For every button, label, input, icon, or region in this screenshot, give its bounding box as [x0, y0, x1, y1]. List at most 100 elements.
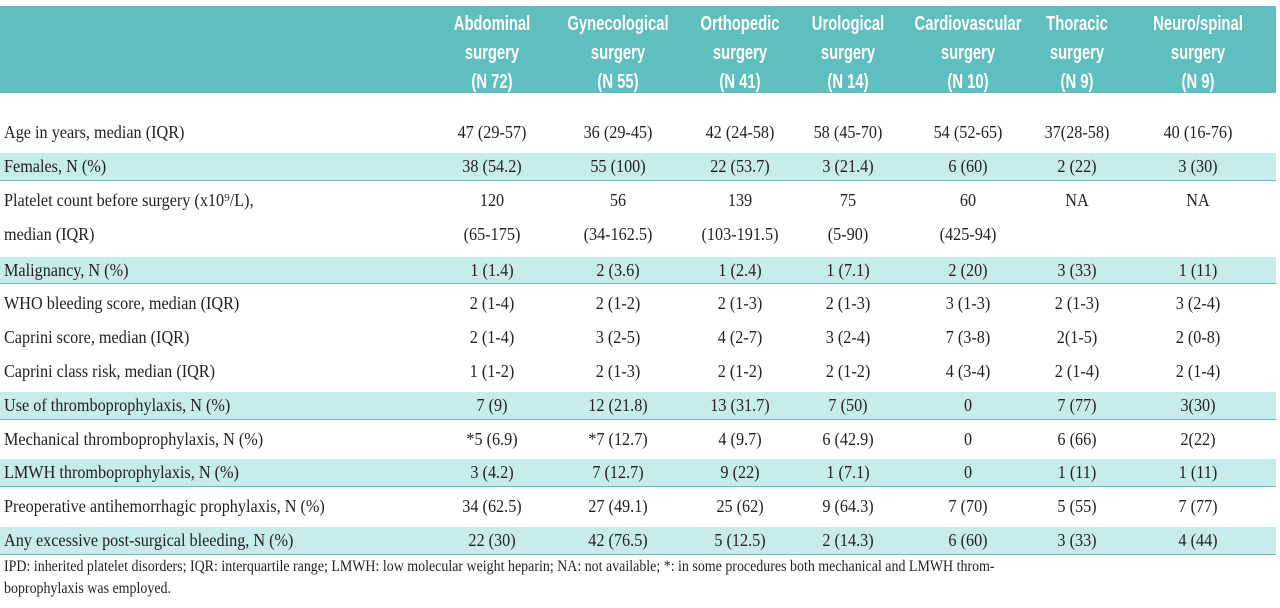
column-header-line2: surgery — [1170, 42, 1226, 64]
table-cell: 6 (60) — [948, 155, 988, 176]
table-cell: 3 (4.2) — [470, 462, 514, 483]
table-cell: 7 (70) — [948, 496, 988, 517]
table-cell: 3 (30) — [1178, 155, 1218, 176]
table-cell: 2 (1-3) — [717, 293, 763, 314]
table-cell: 60 — [959, 189, 977, 210]
table-cell: 2 (1-3) — [595, 360, 641, 381]
table-cell: 2 (1-3) — [825, 293, 871, 314]
column-header-line2: surgery — [464, 42, 520, 64]
row-label: Age in years, median (IQR) — [4, 122, 185, 142]
table-cell: 12 (21.8) — [588, 394, 648, 415]
column-header: Urological surgery (N 14) — [768, 10, 928, 97]
table-cell: 120 — [479, 189, 505, 210]
table-header: Abdominal surgery (N 72) Gynecological surge… — [0, 6, 1276, 93]
table-cell: 7 (3-8) — [945, 327, 991, 348]
table-cell-line-2: (425-94) — [939, 223, 997, 244]
column-header-line3: (N 14) — [827, 71, 869, 93]
column-header-line1: Neuro/spinal — [1153, 13, 1243, 35]
table-cell: 42 (76.5) — [588, 529, 648, 550]
table-cell: 0 — [963, 428, 973, 449]
table-cell: 58 (45-70) — [813, 122, 883, 142]
row-label: Caprini score, median (IQR) — [4, 327, 190, 348]
row-label: Preoperative antihemorrhagic prophylaxis… — [4, 496, 325, 517]
table-cell: 56 — [609, 189, 627, 210]
table-cell: 2 (20) — [948, 259, 988, 280]
table-row: Females, N (%) 38 (54.2) 55 (100) 22 (53.7)… — [0, 149, 1276, 183]
column-header-line2: surgery — [712, 42, 768, 64]
column-header-line1: Gynecological — [567, 13, 669, 35]
table-cell: *5 (6.9) — [466, 428, 518, 449]
column-header-line3: (N 72) — [471, 71, 513, 93]
table-cell: 4 (2-7) — [717, 327, 763, 348]
table-row: Mechanical thromboprophylaxis, N (%) *5 (… — [0, 422, 1276, 456]
column-header-line1: Orthopedic — [700, 13, 780, 35]
table-cell: 3 (1-3) — [945, 293, 991, 314]
footnote: IPD: inherited platelet disorders; IQR: … — [4, 556, 1156, 600]
table-row: WHO bleeding score, median (IQR) 2 (1-4) 2… — [0, 286, 1276, 320]
table-cell: 2 (1-2) — [825, 360, 871, 381]
table-cell: 36 (29-45) — [583, 122, 653, 142]
table-cell: 7 (77) — [1057, 394, 1097, 415]
table-row: Use of thromboprophylaxis, N (%) 7 (9) 12 … — [0, 388, 1276, 422]
table-cell: 1 (11) — [1178, 462, 1218, 483]
table-cell: 4 (9.7) — [718, 428, 762, 449]
table-cell: 2 (1-2) — [717, 360, 763, 381]
table-cell: 7 (50) — [828, 394, 868, 415]
column-header-line1: Thoracic — [1046, 13, 1108, 35]
table-row: Malignancy, N (%) 1 (1.4) 2 (3.6) 1 (2.4) 1 … — [0, 253, 1276, 287]
table-cell: 4 (3-4) — [945, 360, 991, 381]
table-cell: 3 (2-4) — [825, 327, 871, 348]
table-cell: 3 (2-4) — [1175, 293, 1221, 314]
column-header: Abdominal surgery (N 72) — [412, 10, 572, 97]
table-cell: 3 (33) — [1057, 529, 1097, 550]
footnote-line-2: boprophylaxis was employed. — [4, 580, 171, 597]
table-cell: 13 (31.7) — [710, 394, 770, 415]
column-header-line3: (N 9) — [1060, 71, 1094, 93]
table-cell: 1 (7.1) — [826, 462, 870, 483]
table-cell: 2(22) — [1180, 428, 1216, 449]
table-cell: 42 (24-58) — [705, 122, 775, 142]
table-cell: 6 (60) — [948, 529, 988, 550]
table-cell: 38 (54.2) — [462, 155, 522, 176]
row-label: Mechanical thromboprophylaxis, N (%) — [4, 428, 264, 449]
column-header: Cardiovascular surgery (N 10) — [888, 10, 1048, 97]
table-cell: 75 — [839, 189, 857, 210]
column-header: Neuro/spinal surgery (N 9) — [1118, 10, 1278, 97]
table-cell: 3 (21.4) — [822, 155, 874, 176]
table-cell: NA — [1186, 189, 1210, 210]
table-cell: 37(28-58) — [1044, 122, 1110, 142]
row-label: Platelet count before surgery (x10⁹/L), — [4, 189, 254, 210]
table-cell: 3 (2-5) — [595, 327, 641, 348]
table-row: Caprini class risk, median (IQR) 1 (1-2) 2… — [0, 354, 1276, 388]
column-header-line2: surgery — [590, 42, 646, 64]
table-cell-line-2: (34-162.5) — [583, 223, 653, 244]
row-label-line-2: median (IQR) — [4, 223, 95, 244]
row-label: Malignancy, N (%) — [4, 259, 129, 280]
row-label: Caprini class risk, median (IQR) — [4, 360, 216, 381]
table-cell: 25 (62) — [716, 496, 764, 517]
table-cell: 7 (12.7) — [592, 462, 644, 483]
table-row: Caprini score, median (IQR) 2 (1-4) 3 (2-5… — [0, 320, 1276, 354]
column-header-line2: surgery — [820, 42, 876, 64]
table-cell: 54 (52-65) — [933, 122, 1003, 142]
column-header-line3: (N 10) — [947, 71, 989, 93]
column-header-line2: surgery — [940, 42, 996, 64]
table-cell: 2 (1-4) — [1175, 360, 1221, 381]
table-cell: 2 (1-4) — [469, 293, 515, 314]
table-cell: 9 (22) — [720, 462, 760, 483]
table-cell: 2 (0-8) — [1175, 327, 1221, 348]
table-row: Preoperative antihemorrhagic prophylaxis… — [0, 489, 1276, 523]
column-header-line1: Cardiovascular — [914, 13, 1022, 35]
table-cell: 1 (11) — [1178, 259, 1218, 280]
table-cell: 22 (53.7) — [710, 155, 770, 176]
table-cell: 7 (9) — [476, 394, 508, 415]
table-cell: 22 (30) — [468, 529, 516, 550]
table-cell: 1 (2.4) — [718, 259, 762, 280]
table-row: Platelet count before surgery (x10⁹/L), m… — [0, 183, 1276, 253]
table-cell: 47 (29-57) — [457, 122, 527, 142]
row-label: Any excessive post-surgical bleeding, N … — [4, 529, 294, 550]
table-cell: 1 (1-2) — [469, 360, 515, 381]
table-cell: 3 (33) — [1057, 259, 1097, 280]
table-cell: 0 — [963, 394, 973, 415]
column-header-line3: (N 9) — [1181, 71, 1215, 93]
